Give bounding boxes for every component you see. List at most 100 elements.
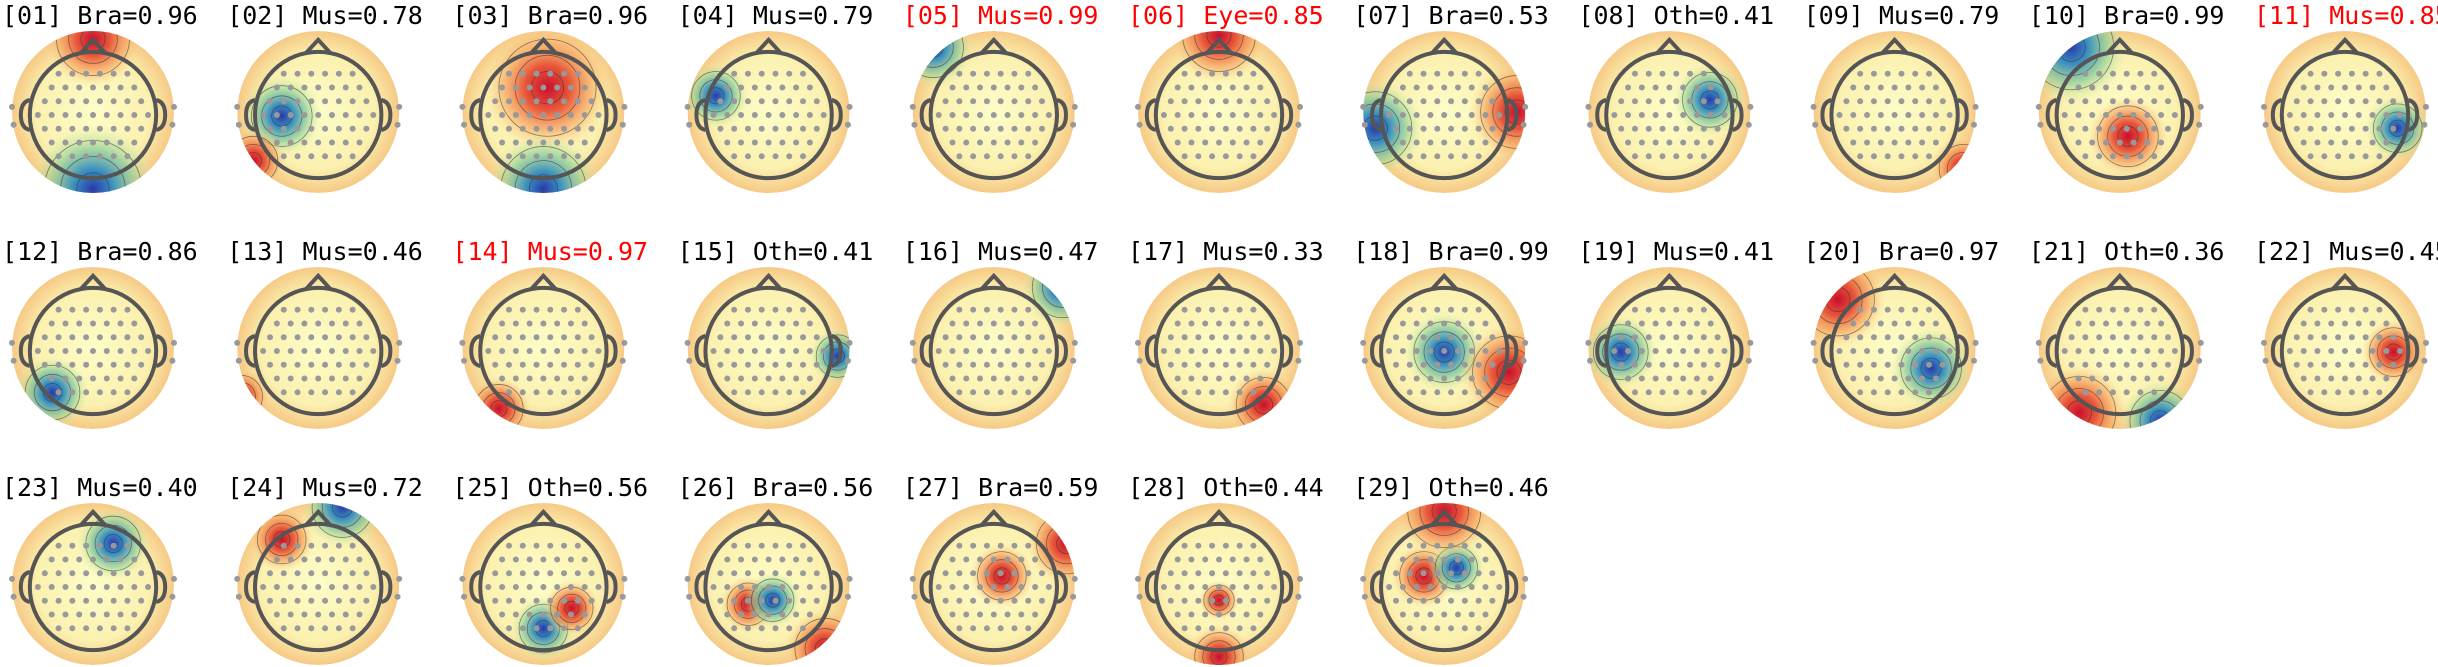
electrode <box>1070 593 1077 600</box>
electrode <box>519 542 526 549</box>
electrode <box>1399 139 1406 146</box>
electrode <box>1877 375 1884 382</box>
electrode <box>1018 611 1025 618</box>
electrode <box>2109 334 2116 341</box>
electrode <box>96 625 103 632</box>
electrode <box>1011 542 1018 549</box>
electrode <box>1399 348 1406 354</box>
nose <box>1430 508 1458 527</box>
contour <box>1593 324 1649 380</box>
electrode <box>273 556 280 563</box>
map-blob <box>486 132 601 193</box>
electrode <box>1025 334 1032 341</box>
topomap <box>912 267 1075 429</box>
electrode <box>2109 389 2116 396</box>
electrode <box>2362 153 2369 160</box>
electrode <box>786 70 793 77</box>
electrode <box>1645 306 1652 313</box>
electrode <box>1236 542 1243 549</box>
electrode <box>758 389 765 396</box>
electrode <box>1461 597 1468 604</box>
electrode <box>1898 153 1905 160</box>
electrode <box>519 125 526 132</box>
electrode <box>1898 70 1905 77</box>
head-outline <box>703 49 834 181</box>
electrode <box>69 570 76 577</box>
electrode <box>83 153 90 160</box>
head-outline <box>27 285 159 417</box>
electrode <box>533 570 540 577</box>
electrode <box>76 348 83 354</box>
electrode <box>2109 306 2116 313</box>
electrode <box>1448 389 1455 396</box>
electrode <box>356 611 363 618</box>
electrode <box>1271 112 1278 118</box>
electrode <box>1877 348 1884 354</box>
electrode <box>533 98 540 105</box>
electrode <box>765 556 772 563</box>
electrode <box>1243 112 1250 118</box>
electrode <box>1434 70 1441 77</box>
ear-right <box>605 570 618 604</box>
component-label: [22] Mus=0.45 <box>2254 237 2438 266</box>
electrode <box>62 112 69 118</box>
electrode <box>758 153 765 160</box>
electrode <box>1250 334 1257 341</box>
ear-right <box>2182 98 2194 132</box>
electrode <box>1448 334 1455 341</box>
electrode <box>717 125 724 132</box>
electrode <box>1236 361 1243 368</box>
electrode <box>1489 334 1496 341</box>
electrode <box>574 153 581 160</box>
electrode <box>1884 306 1891 313</box>
electrode <box>1181 306 1188 313</box>
electrode <box>301 611 308 618</box>
electrode <box>124 597 131 604</box>
electrode <box>48 375 55 382</box>
electrode <box>1236 306 1243 313</box>
electrode <box>396 103 403 110</box>
component-label: [02] Mus=0.78 <box>227 1 423 30</box>
electrode <box>1905 348 1912 354</box>
electrode <box>342 112 349 118</box>
electrode <box>1420 125 1427 132</box>
electrode <box>294 597 301 604</box>
electrode <box>335 70 342 77</box>
electrode <box>2262 357 2269 364</box>
electrode <box>744 98 751 105</box>
ear-right <box>155 570 168 604</box>
electrode <box>335 625 342 632</box>
electrode <box>800 570 807 577</box>
head-outline <box>1153 49 1285 181</box>
electrode <box>69 125 76 132</box>
electrode <box>145 112 152 118</box>
electrode <box>963 139 970 146</box>
electrode <box>779 348 786 354</box>
electrode <box>963 348 970 354</box>
electrode <box>1135 103 1141 110</box>
electrode <box>554 556 561 563</box>
electrode <box>1884 334 1891 341</box>
electrode <box>1905 375 1912 382</box>
electrode <box>547 542 554 549</box>
electrode <box>533 306 540 313</box>
electrode <box>1673 98 1680 105</box>
electrode <box>1891 320 1898 327</box>
electrode <box>1025 153 1032 160</box>
nose <box>1205 272 1233 291</box>
electrode <box>1520 593 1527 600</box>
component-label: [28] Oth=0.44 <box>1128 473 1324 502</box>
electrode <box>1181 361 1188 368</box>
electrode <box>1482 611 1489 618</box>
electrode <box>1257 556 1264 563</box>
electrode <box>519 361 526 368</box>
electrode <box>1167 361 1174 368</box>
electrode <box>744 389 751 396</box>
electrode <box>2123 306 2130 313</box>
electrode <box>949 611 956 618</box>
contour <box>912 31 964 78</box>
topomap <box>2264 31 2426 193</box>
electrode <box>1810 103 1817 110</box>
electrode <box>2348 306 2355 313</box>
electrode <box>505 153 512 160</box>
